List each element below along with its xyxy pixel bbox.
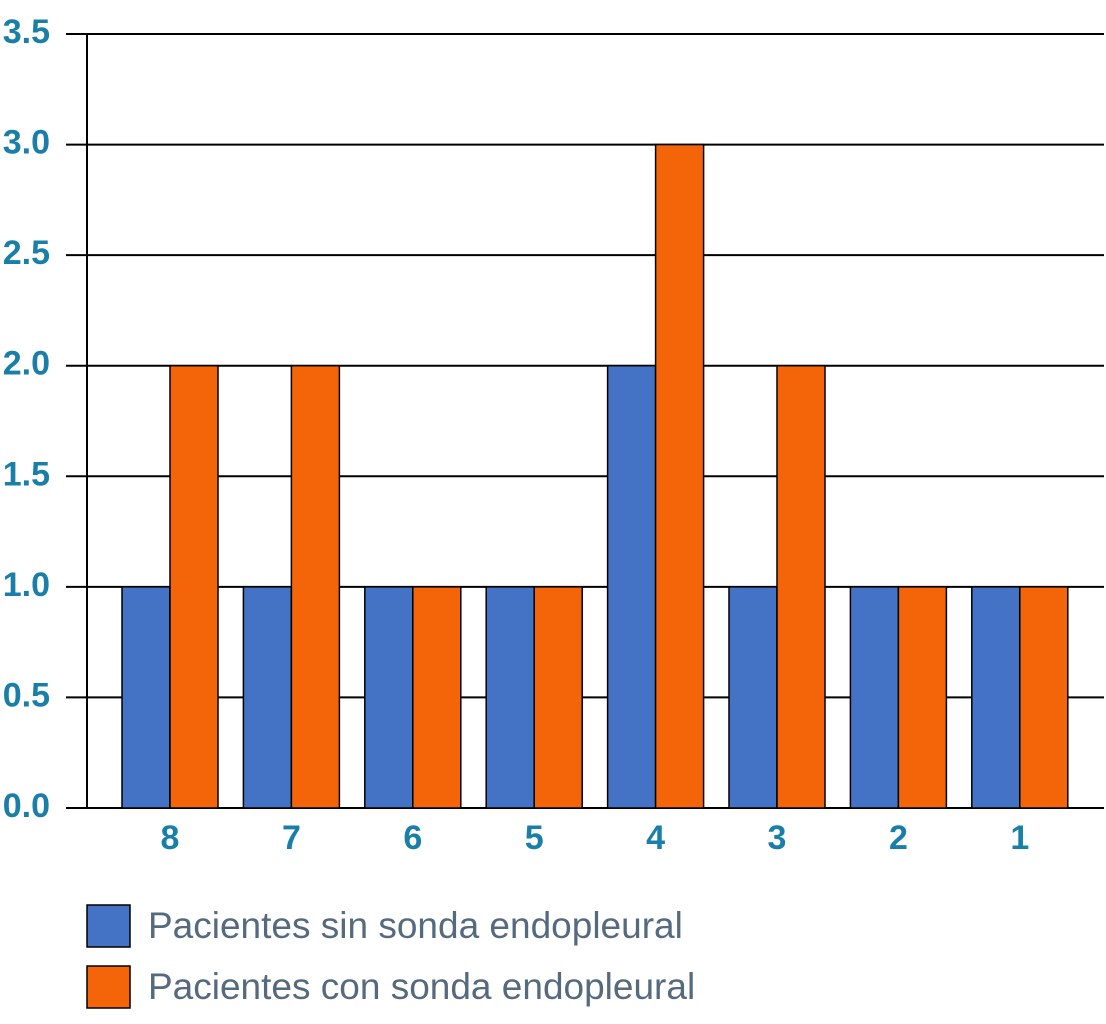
y-tick-label: 3.0 (3, 124, 50, 162)
x-tick-label: 2 (889, 819, 908, 857)
legend-label: Pacientes sin sonda endopleural (148, 905, 683, 946)
bar (728, 586, 778, 809)
bar (242, 586, 293, 809)
x-tick-label: 6 (403, 819, 422, 857)
y-tick-label: 1.5 (3, 455, 50, 493)
bar (776, 364, 826, 809)
y-tick-label: 3.5 (3, 13, 50, 51)
y-tick-label: 1.0 (3, 566, 50, 604)
legend-swatch (86, 965, 131, 1009)
legend-swatch (86, 904, 131, 948)
bar (485, 586, 535, 809)
x-tick-label: 8 (161, 819, 180, 857)
y-tick-label: 0.5 (3, 676, 50, 714)
bar (169, 364, 219, 809)
bar (849, 586, 900, 809)
bar (364, 586, 414, 809)
y-tick-label: 2.5 (3, 234, 50, 272)
x-tick-label: 5 (525, 819, 544, 857)
bar (290, 364, 341, 809)
x-tick-label: 1 (1010, 819, 1029, 857)
bar (533, 586, 583, 809)
bar (121, 586, 171, 809)
x-tick-label: 7 (282, 819, 301, 857)
bar (412, 586, 462, 809)
legend-label: Pacientes con sonda endopleural (148, 966, 695, 1007)
x-tick-label: 4 (646, 819, 665, 857)
bar (897, 586, 948, 809)
bar (1019, 586, 1069, 809)
bar (654, 143, 705, 809)
bar (606, 364, 657, 809)
y-tick-label: 0.0 (3, 787, 50, 825)
x-tick-label: 3 (768, 819, 787, 857)
y-tick-label: 2.0 (3, 345, 50, 383)
bar (971, 586, 1021, 809)
